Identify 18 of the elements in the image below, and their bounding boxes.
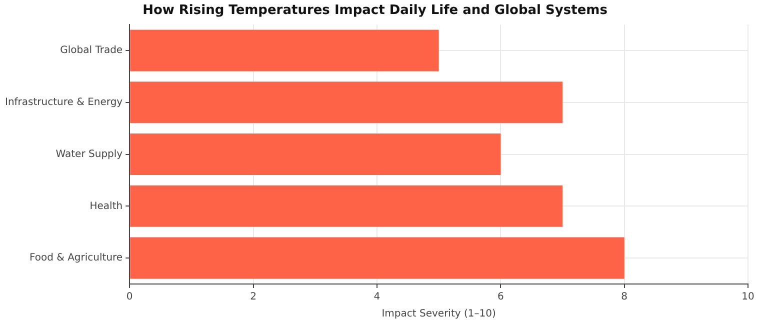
y-tick-label: Water Supply (56, 148, 123, 160)
chart-title: How Rising Temperatures Impact Daily Life and Global Systems (142, 3, 608, 18)
x-tick-label: 6 (497, 292, 504, 303)
y-tick-label: Food & Agriculture (29, 252, 123, 264)
bar (130, 237, 624, 279)
x-tick-label: 4 (374, 292, 380, 303)
bar (130, 30, 439, 72)
y-tick-label: Infrastructure & Energy (5, 97, 123, 108)
x-tick-label: 2 (250, 292, 256, 303)
x-tick-label: 8 (621, 292, 628, 303)
x-tick-label: 0 (126, 292, 133, 303)
bar (130, 134, 501, 176)
y-tick-label: Health (90, 200, 123, 212)
bar (130, 185, 562, 227)
x-tick-label: 10 (742, 292, 754, 303)
bar (130, 82, 562, 124)
y-tick-label: Global Trade (60, 45, 123, 56)
x-axis-title: Impact Severity (1–10) (382, 308, 496, 320)
